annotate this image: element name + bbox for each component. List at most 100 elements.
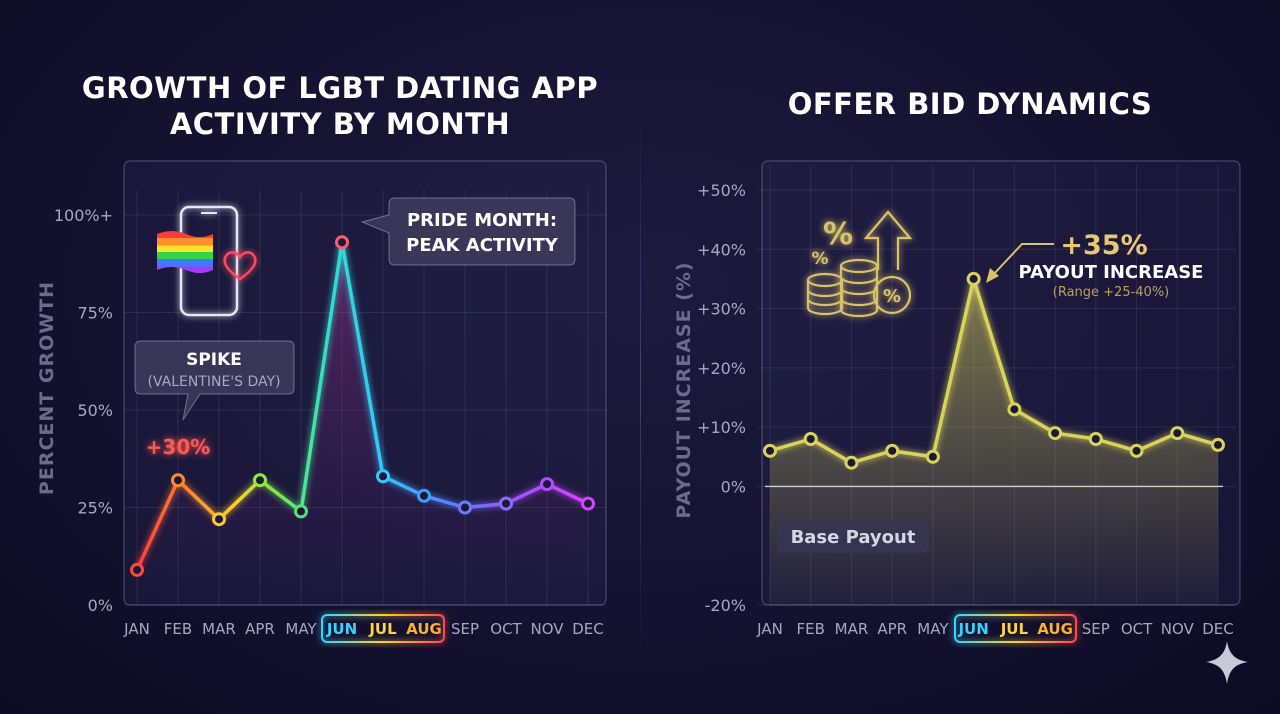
x-tick-label: AUG — [1037, 620, 1073, 638]
data-point — [376, 469, 390, 484]
left-highlight-box — [321, 614, 445, 643]
y-tick-label: +30% — [697, 300, 746, 319]
data-point — [1211, 437, 1225, 452]
x-tick-label: JAN — [756, 620, 783, 638]
right-y-ticks: -20% 0% +10% +20% +30% +40% +50% — [697, 181, 746, 615]
x-tick-label: MAY — [285, 620, 317, 638]
spike-subtitle: (VALENTINE'S DAY) — [147, 374, 280, 390]
y-tick-label: 25% — [77, 499, 113, 518]
spike-value-label: +30% — [146, 435, 211, 459]
x-tick-label: JUL — [1000, 620, 1029, 638]
peak-value-label: +35% — [1060, 230, 1147, 261]
y-tick-label: +40% — [697, 240, 746, 259]
data-point — [171, 473, 185, 488]
data-point — [1048, 426, 1063, 441]
data-point — [458, 500, 472, 515]
right-series-line — [769, 277, 1219, 465]
spike-callout: SPIKE (VALENTINE'S DAY) — [134, 340, 295, 421]
right-chart-title: OFFER BID DYNAMICS — [787, 87, 1153, 121]
pride-line2: PEAK ACTIVITY — [406, 235, 559, 256]
y-tick-label: +10% — [697, 418, 746, 437]
y-tick-label: +20% — [697, 359, 746, 378]
x-tick-label: JAN — [123, 620, 150, 638]
data-point — [1170, 426, 1185, 441]
x-tick-label: MAY — [917, 620, 949, 638]
y-tick-label: 50% — [77, 401, 113, 420]
svg-text:%: % — [883, 286, 901, 307]
data-point — [1088, 432, 1103, 446]
data-point — [581, 496, 595, 511]
data-point — [966, 271, 981, 286]
y-tick-label: 100%+ — [54, 206, 113, 225]
data-point — [763, 443, 777, 458]
y-tick-label: -20% — [705, 596, 746, 615]
left-chart-title: GROWTH OF LGBT DATING APP ACTIVITY BY MO… — [81, 71, 599, 141]
data-point — [1129, 443, 1144, 458]
x-tick-label: NOV — [1161, 620, 1195, 638]
right-x-ticks: JAN FEB MAR APR MAY JUN JUL AUG SEP OCT NOV DEC — [756, 620, 1234, 638]
peak-range: (Range +25-40%) — [1053, 285, 1170, 300]
data-point — [212, 512, 226, 527]
x-tick-label: APR — [877, 620, 907, 638]
base-payout-label: Base Payout — [791, 527, 916, 548]
peak-annotation: +35% PAYOUT INCREASE (Range +25-40%) — [986, 230, 1203, 300]
x-tick-label: DEC — [1202, 620, 1234, 638]
right-chart: -20% 0% +10% +20% +30% +40% +50% JAN FEB MAR APR M… — [673, 160, 1241, 643]
y-tick-label: 75% — [77, 304, 113, 323]
peak-label: PAYOUT INCREASE — [1019, 262, 1204, 283]
data-point — [540, 477, 554, 492]
data-point — [499, 496, 513, 511]
x-tick-label: FEB — [164, 620, 192, 638]
x-tick-label: MAR — [835, 620, 869, 638]
data-point — [130, 562, 144, 577]
x-tick-label: NOV — [530, 620, 564, 638]
right-y-axis-label: PAYOUT INCREASE (%) — [673, 261, 695, 518]
left-series-line — [135, 240, 589, 571]
y-tick-label: 0% — [88, 596, 113, 615]
x-tick-label: MAR — [202, 620, 236, 638]
data-point — [803, 432, 818, 446]
spike-title: SPIKE — [186, 350, 242, 370]
x-tick-label: SEP — [1082, 620, 1110, 638]
x-tick-label: JUN — [326, 620, 357, 638]
heart-icon — [223, 251, 257, 281]
x-tick-label: APR — [245, 620, 275, 638]
left-y-ticks: 0% 25% 50% 75% 100%+ — [54, 206, 113, 615]
base-payout-badge: Base Payout — [777, 521, 929, 553]
up-arrow-icon — [863, 210, 913, 270]
data-point — [885, 443, 900, 458]
rainbow-flag-icon — [157, 231, 213, 273]
svg-text:%: % — [823, 217, 853, 252]
x-tick-label: DEC — [572, 620, 604, 638]
data-point — [844, 455, 859, 470]
left-chart: 0% 25% 50% 75% 100%+ JAN FEB MAR APR MAY JUN JUL AU… — [36, 160, 607, 643]
left-x-ticks: JAN FEB MAR APR MAY JUN JUL AUG SEP OCT NOV DEC — [123, 620, 604, 638]
right-highlight-box — [954, 614, 1077, 643]
y-tick-label: +50% — [697, 181, 746, 200]
data-point — [335, 235, 349, 250]
y-tick-label: 0% — [721, 477, 746, 496]
data-point — [417, 488, 431, 503]
pride-callout: PRIDE MONTH: PEAK ACTIVITY — [360, 197, 576, 266]
x-tick-label: JUN — [957, 620, 988, 638]
x-tick-label: OCT — [490, 620, 522, 638]
left-area-fill — [137, 242, 588, 606]
left-y-axis-label: PERCENT GROWTH — [36, 281, 58, 495]
x-tick-label: FEB — [797, 620, 825, 638]
left-data-points — [130, 235, 595, 577]
x-tick-label: SEP — [451, 620, 479, 638]
svg-text:%: % — [811, 249, 828, 269]
data-point — [1007, 402, 1022, 417]
data-point — [294, 504, 308, 519]
coins-percent-icon: % % % — [806, 217, 912, 318]
pride-line1: PRIDE MONTH: — [407, 210, 557, 231]
x-tick-label: JUL — [368, 620, 397, 638]
x-tick-label: AUG — [406, 620, 442, 638]
right-data-points — [763, 271, 1225, 470]
data-point — [253, 473, 267, 488]
panel-divider — [640, 100, 641, 660]
data-point — [925, 449, 940, 464]
sparkle-icon — [1206, 641, 1248, 684]
x-tick-label: OCT — [1121, 620, 1153, 638]
